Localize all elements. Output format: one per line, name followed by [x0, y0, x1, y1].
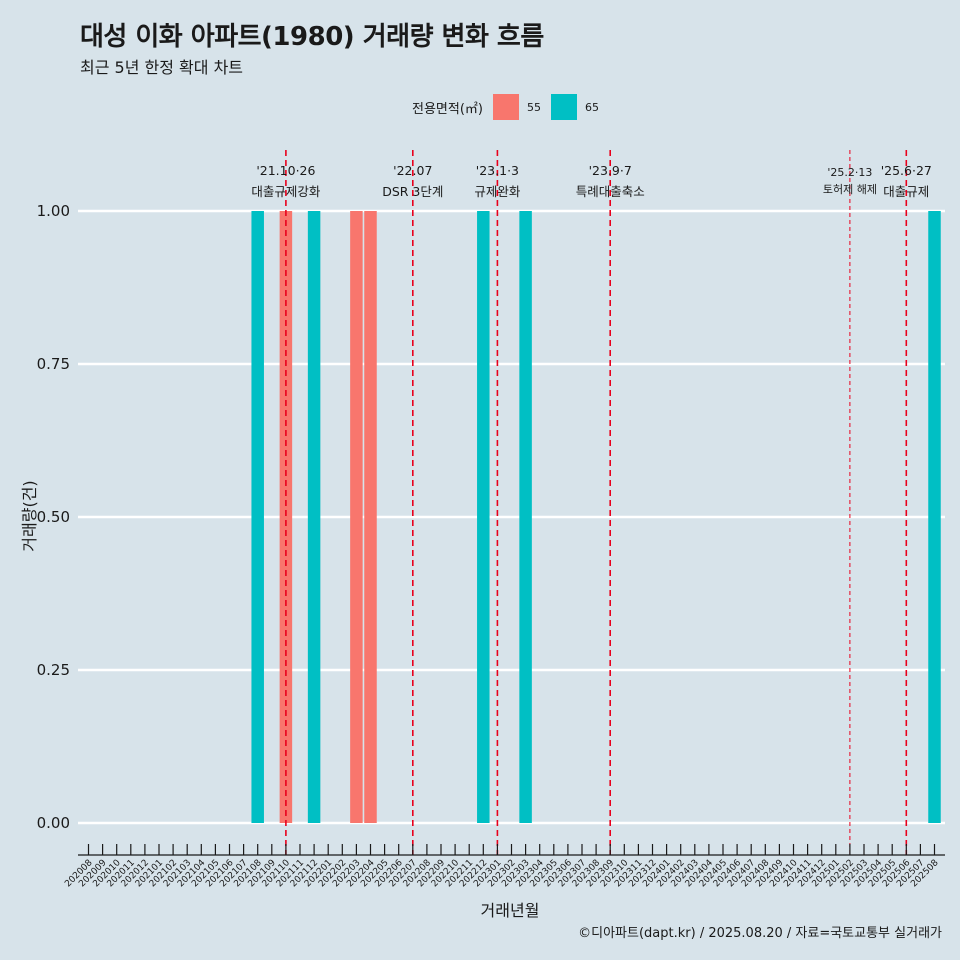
bar-65-202212: [477, 211, 490, 823]
x-axis-label: 거래년월: [480, 901, 540, 920]
y-tick-label: 0.50: [37, 508, 70, 526]
legend-swatch-55: [492, 94, 519, 120]
event-label-202110: 대출규제강화: [251, 184, 321, 199]
event-date-202301: '23.1·3: [476, 163, 519, 178]
y-tick-label: 0.75: [37, 355, 70, 373]
bar-55-202203: [350, 211, 363, 823]
bar-65-202303: [519, 211, 532, 823]
event-label-202301: 규제완화: [474, 184, 521, 199]
event-date-202506: '25.6·27: [881, 163, 932, 178]
event-date-202502: '25.2·13: [827, 166, 872, 179]
event-date-202110: '21.10·26: [256, 163, 315, 178]
event-label-202309: 특례대출축소: [576, 184, 645, 199]
bar-65-202508: [928, 211, 941, 823]
event-date-202207: '22.07: [393, 163, 432, 178]
legend-label-65: 65: [584, 100, 599, 114]
event-date-202309: '23.9·7: [589, 163, 632, 178]
bar-65-202108: [251, 211, 264, 823]
source-caption: ©디아파트(dapt.kr) / 2025.08.20 / 자료=국토교통부 실…: [578, 926, 942, 941]
legend-swatch-65: [550, 94, 577, 120]
y-tick-label: 0.25: [37, 661, 70, 679]
y-tick-label: 1.00: [37, 202, 70, 220]
legend-label-55: 55: [526, 100, 541, 114]
event-label-202506: 대출규제: [883, 184, 929, 199]
legend-title: 전용면적(㎡): [412, 101, 483, 117]
bar-55-202110: [279, 211, 293, 823]
legend: 전용면적(㎡) 55 65: [412, 93, 609, 121]
y-tick-label: 0.00: [37, 814, 70, 832]
y-axis-label: 거래량(건): [20, 480, 39, 552]
chart-title: 대성 이화 아파트(1980) 거래량 변화 흐름: [80, 22, 544, 52]
bar-65-202112: [307, 211, 321, 823]
event-label-202502: 토허제 해제: [823, 182, 877, 196]
bar-55-202204: [364, 211, 377, 823]
event-label-202207: DSR 3단계: [382, 184, 443, 199]
chart-subtitle: 최근 5년 한정 확대 차트: [80, 58, 244, 77]
